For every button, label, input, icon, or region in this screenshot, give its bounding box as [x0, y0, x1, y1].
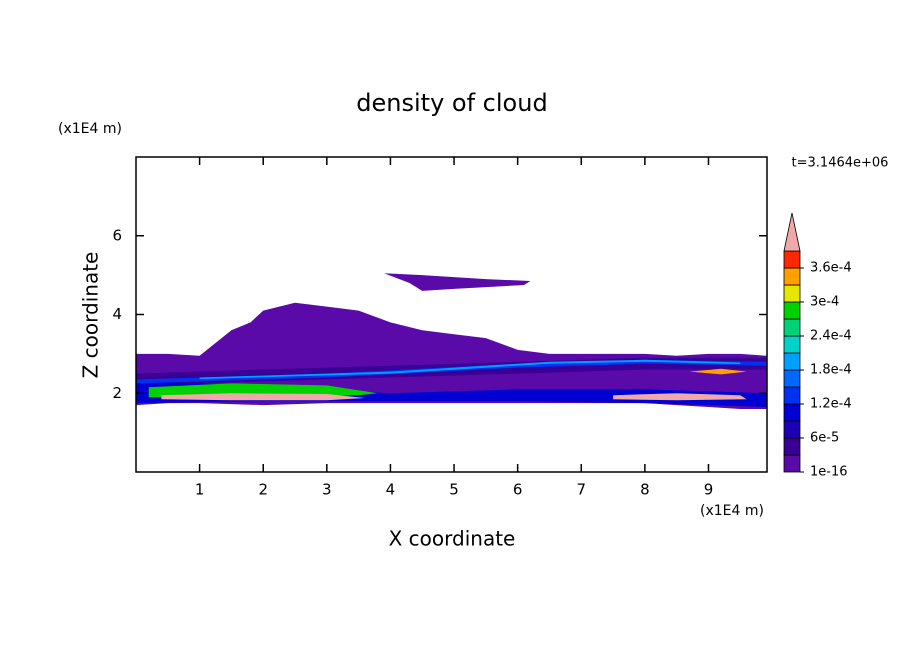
contour-region [136, 359, 767, 384]
y-tick-label: 2 [112, 384, 122, 402]
colorbar-box [783, 267, 801, 286]
colorbar-box [783, 318, 801, 337]
contour-field [136, 273, 767, 409]
colorbar-tick-label: 2.4e-4 [810, 329, 852, 344]
x-tick-label: 2 [258, 481, 268, 499]
colorbar-box [783, 369, 801, 388]
contour-region [161, 393, 365, 401]
colorbar-box [783, 335, 801, 354]
colorbar-box [783, 301, 801, 320]
x-tick-label: 6 [513, 481, 523, 499]
x-tick-label: 7 [576, 481, 586, 499]
colorbar-box [783, 454, 801, 473]
colorbar-tick-label: 1.2e-4 [810, 397, 852, 412]
plot-frame [135, 156, 768, 473]
y-unit: (x1E4 m) [58, 121, 122, 137]
x-unit: (x1E4 m) [700, 503, 764, 519]
colorbar-tick-label: 3e-4 [810, 295, 839, 310]
colorbar-box [783, 250, 801, 269]
y-axis-label: Z coordinate [79, 252, 103, 379]
x-tick-label: 4 [386, 481, 396, 499]
x-tick-label: 1 [195, 481, 205, 499]
contour-region [136, 302, 767, 409]
colorbar-box [783, 284, 801, 303]
contour-region [384, 273, 531, 291]
colorbar-tick-label: 6e-5 [810, 431, 839, 446]
colorbar-box [783, 386, 801, 405]
x-tick-label: 9 [704, 481, 714, 499]
colorbar-tick-label: 1e-16 [810, 465, 848, 480]
x-axis-label: X coordinate [389, 527, 516, 551]
chart-title: density of cloud [356, 89, 547, 117]
y-tick-label: 4 [112, 305, 122, 323]
y-tick-label: 6 [112, 226, 122, 244]
colorbar-tick-label: 1.8e-4 [810, 363, 852, 378]
contour-region [199, 359, 741, 380]
x-tick-label: 8 [640, 481, 650, 499]
colorbar-box [783, 437, 801, 456]
colorbar-box [783, 420, 801, 439]
colorbar-tick-label: 3.6e-4 [810, 261, 852, 276]
x-tick-label: 5 [449, 481, 459, 499]
x-tick-label: 3 [322, 481, 332, 499]
axes: 1 2 3 4 5 6 7 8 9 2 4 6 [112, 156, 768, 499]
contour-region [148, 383, 378, 398]
contour-region [689, 368, 747, 375]
colorbar: 1e-16 6e-5 1.2e-4 1.8e-4 2.4e-4 3e-4 3.6e-4 [783, 212, 852, 480]
colorbar-box [783, 403, 801, 422]
colorbar-extend [783, 212, 801, 252]
annotation: t=3.1464e+06 [792, 156, 889, 171]
colorbar-box [783, 352, 801, 371]
contour-region [613, 393, 747, 401]
